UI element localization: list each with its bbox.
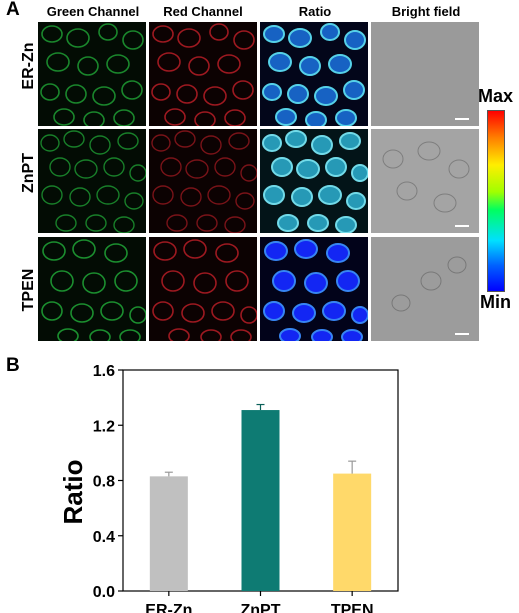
y-tick-label: 0.0	[93, 584, 115, 601]
panel-a-letter: A	[6, 0, 20, 20]
row-label-tpen: TPEN	[20, 268, 37, 312]
image-red-znpt	[149, 129, 257, 233]
image-green-er-zn	[38, 22, 146, 126]
y-tick-label: 1.2	[93, 418, 115, 435]
x-tick-label: ZnPT	[241, 602, 281, 613]
column-header-bright-field: Bright field	[391, 4, 461, 19]
bar	[333, 473, 372, 591]
image-bright-field-tpen	[371, 237, 479, 341]
column-header-ratio: Ratio	[298, 4, 332, 19]
colorbar	[487, 110, 505, 292]
column-header-green: Green Channel	[46, 4, 140, 19]
image-bright-field-znpt	[371, 129, 479, 233]
image-ratio-znpt	[260, 129, 368, 233]
image-ratio-er-zn	[260, 22, 368, 126]
panel-b-letter: B	[6, 355, 20, 376]
y-axis-label: Ratio	[58, 460, 88, 525]
y-tick-label: 0.4	[93, 529, 115, 546]
image-ratio-tpen	[260, 237, 368, 341]
image-red-er-zn	[149, 22, 257, 126]
colorbar-max-label: Max	[478, 86, 514, 106]
image-green-tpen	[38, 237, 146, 341]
y-tick-label: 0.8	[93, 474, 115, 491]
image-green-znpt	[38, 129, 146, 233]
bar	[241, 410, 280, 591]
scale-bar	[455, 118, 469, 120]
row-label-er-zn: ER-Zn	[20, 42, 37, 90]
y-tick-label: 1.6	[93, 363, 115, 380]
column-header-red: Red Channel	[163, 4, 243, 19]
bar-chart: Ratio 0.0 0.4 0.8 1.2 1.6 ER-Zn ZnPT TPEN	[58, 363, 399, 613]
image-red-tpen	[149, 237, 257, 341]
scale-bar	[455, 225, 469, 227]
colorbar-min-label: Min	[480, 292, 511, 312]
x-tick-label: TPEN	[331, 602, 374, 613]
row-label-znpt: ZnPT	[20, 153, 37, 193]
image-bright-field-er-zn	[371, 22, 479, 126]
bar	[149, 476, 188, 591]
x-tick-label: ER-Zn	[145, 602, 192, 613]
scale-bar	[455, 333, 469, 335]
